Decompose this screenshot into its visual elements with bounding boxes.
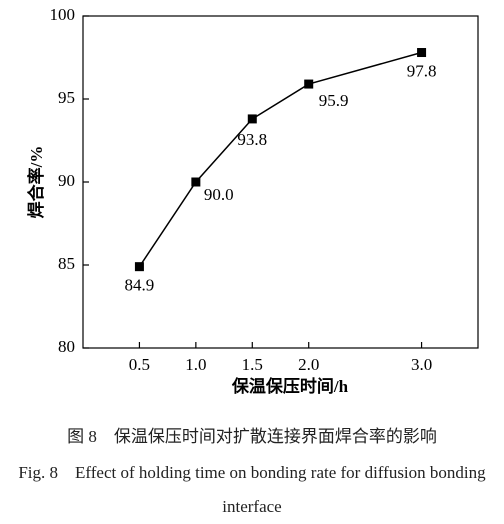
data-point [247,114,257,124]
data-point [134,262,144,272]
y-tick-label: 100 [50,5,76,24]
data-label: 95.9 [319,91,349,110]
caption-zh: 图 8 保温保压时间对扩散连接界面焊合率的影响 [67,427,437,446]
caption-en: Fig. 8 Effect of holding time on bonding… [18,463,486,516]
data-label: 84.9 [125,276,155,295]
data-line [138,51,422,268]
x-tick-label: 1.0 [185,355,206,374]
data-label: 90.0 [204,185,234,204]
chart: 保温保压时间/h 焊合率/% 80 85 90 95 100 0.5 1.0 1.5 2.0 3.… [26,5,479,396]
data-point [304,79,314,89]
data-point [191,177,201,187]
y-tick-label: 90 [58,171,75,190]
x-axis-label: 保温保压时间/h [231,376,349,396]
x-tick-label: 3.0 [411,355,432,374]
data-label: 93.8 [237,130,267,149]
x-tick-label: 2.0 [298,355,319,374]
y-tick-label: 85 [58,254,75,273]
x-tick-label: 1.5 [242,355,263,374]
y-tick-label: 80 [58,337,75,356]
data-point [417,48,427,58]
y-tick-label: 95 [58,88,75,107]
y-axis-label: 焊合率/% [26,146,46,219]
x-tick-label: 0.5 [129,355,150,374]
data-label: 97.8 [407,61,437,80]
